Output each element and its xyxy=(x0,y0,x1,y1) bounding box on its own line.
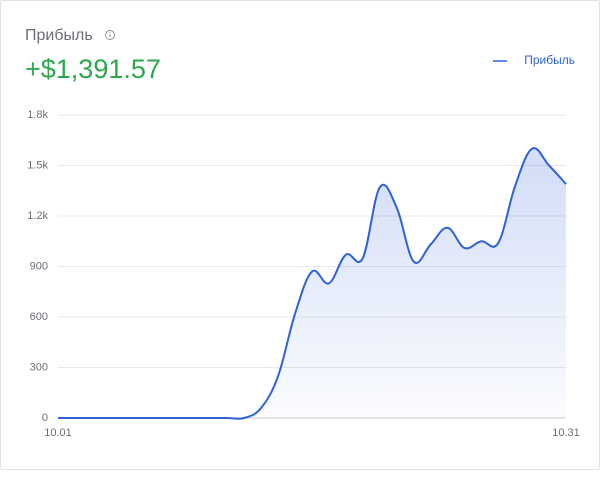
y-tick-label: 1.5k xyxy=(27,159,48,171)
y-tick-label: 600 xyxy=(30,311,48,323)
y-tick-label: 1.8k xyxy=(27,109,48,121)
headline-value: +$1,391.57 xyxy=(25,54,161,84)
x-tick-label: 10.01 xyxy=(44,427,72,439)
chart: Прибыль +$1,391.57 0 300 600 900 1.2k 1.5k 1.8… xyxy=(25,27,580,439)
y-tick-label: 300 xyxy=(30,361,48,373)
y-tick-label: 0 xyxy=(42,412,48,424)
line xyxy=(57,147,567,420)
legend-label: Прибыль xyxy=(524,53,575,67)
card: Прибыль +$1,391.57 0 300 600 900 1.2k 1.5k 1.8… xyxy=(0,0,600,470)
y-tick-label: 900 xyxy=(30,260,48,272)
area-fill xyxy=(58,148,566,419)
x-tick-label: 10.31 xyxy=(552,427,580,439)
info-icon[interactable] xyxy=(105,30,115,40)
y-tick-label: 1.2k xyxy=(27,210,48,222)
chart-title: Прибыль xyxy=(25,27,93,44)
